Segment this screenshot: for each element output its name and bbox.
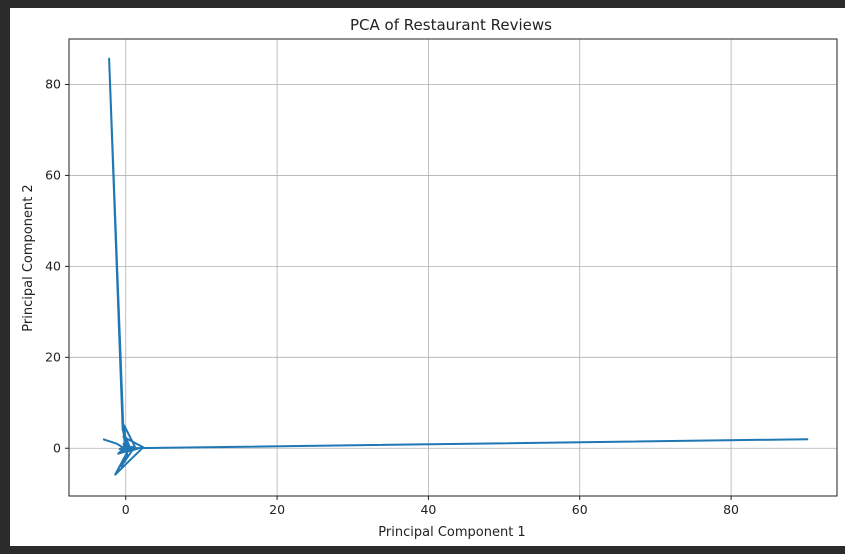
y-tick-label: 20 [45,349,61,364]
figure: 0 20 40 60 80 0 20 40 60 80 PCA of Restaurant Re… [10,8,845,546]
pca-line-chart: 0 20 40 60 80 0 20 40 60 80 PCA of Restaurant Re… [21,16,838,540]
series-line-0 [102,57,809,476]
x-tick-label: 40 [420,502,436,517]
y-axis-ticks: 0 20 40 60 80 [45,76,69,455]
grid-lines [69,39,837,496]
x-axis-ticks: 0 20 40 60 80 [122,496,739,517]
y-tick-label: 60 [45,167,61,182]
x-tick-label: 60 [572,502,588,517]
series-layer [102,57,809,476]
chart-title: PCA of Restaurant Reviews [350,16,552,34]
axes-box [68,38,838,497]
y-tick-label: 80 [45,76,61,91]
x-axis-label: Principal Component 1 [378,525,525,540]
x-tick-label: 0 [122,502,130,517]
y-tick-label: 0 [53,440,61,455]
y-axis-label: Principal Component 2 [21,184,36,331]
x-tick-label: 80 [723,502,739,517]
y-tick-label: 40 [45,258,61,273]
x-tick-label: 20 [269,502,285,517]
